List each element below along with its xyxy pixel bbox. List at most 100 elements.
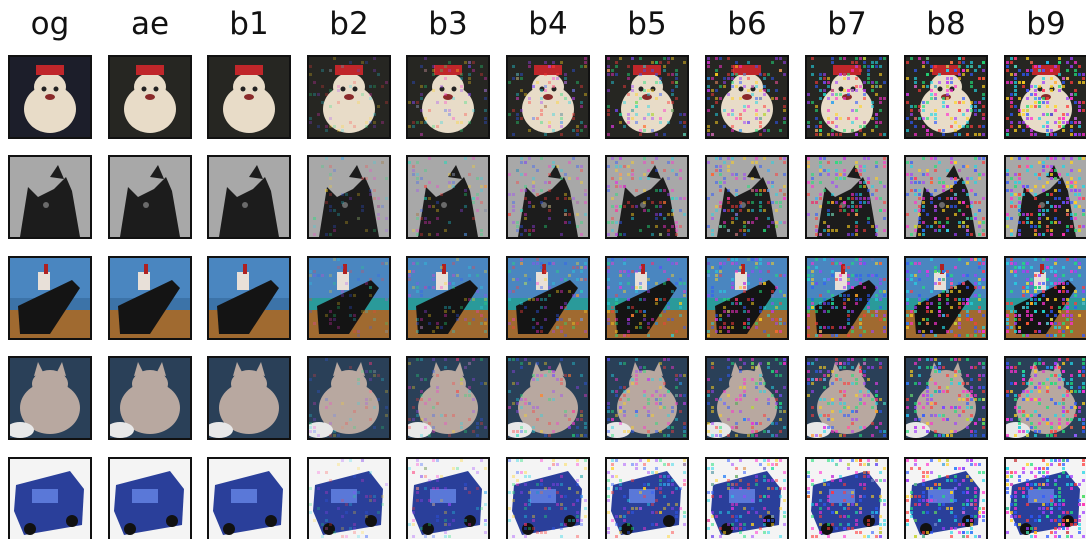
- tile-grayscale-cat-b9: [1004, 155, 1086, 239]
- column-header-b2: b2: [329, 6, 369, 42]
- tile-image: [110, 258, 190, 338]
- tile-grayscale-cat-b4: [506, 155, 590, 239]
- tile-image: [807, 57, 887, 137]
- tile-image: [110, 358, 190, 438]
- tile-ship-on-water-b2: [307, 256, 391, 340]
- tile-blue-car-b6: [705, 457, 789, 539]
- tile-image: [309, 57, 389, 137]
- tile-image: [906, 258, 986, 338]
- column-header-b9: b9: [1026, 6, 1066, 42]
- tile-blue-car-ae: [108, 457, 192, 539]
- column-header-b3: b3: [428, 6, 468, 42]
- tile-tabby-cat-b8: [904, 356, 988, 440]
- tile-image: [309, 157, 389, 237]
- tile-image: [408, 459, 488, 539]
- column-header-b5: b5: [627, 6, 667, 42]
- tile-image: [10, 57, 90, 137]
- tile-blue-car-b4: [506, 457, 590, 539]
- tile-white-dog-with-santa-hat-b4: [506, 55, 590, 139]
- tile-image: [906, 358, 986, 438]
- tile-grayscale-cat-b2: [307, 155, 391, 239]
- tile-blue-car-b2: [307, 457, 391, 539]
- tile-tabby-cat-b2: [307, 356, 391, 440]
- column-header-b7: b7: [827, 6, 867, 42]
- tile-white-dog-with-santa-hat-b7: [805, 55, 889, 139]
- column-header-b8: b8: [926, 6, 966, 42]
- tile-ship-on-water-b7: [805, 256, 889, 340]
- tile-image: [309, 258, 389, 338]
- tile-image: [1006, 358, 1086, 438]
- tile-image: [10, 258, 90, 338]
- tile-image: [707, 258, 787, 338]
- tile-tabby-cat-ae: [108, 356, 192, 440]
- tile-image: [607, 57, 687, 137]
- tile-blue-car-og: [8, 457, 92, 539]
- tile-white-dog-with-santa-hat-b1: [207, 55, 291, 139]
- tile-image: [508, 157, 588, 237]
- tile-image: [607, 258, 687, 338]
- tile-ship-on-water-b9: [1004, 256, 1086, 340]
- tile-image: [906, 459, 986, 539]
- tile-ship-on-water-b1: [207, 256, 291, 340]
- tile-image: [1006, 157, 1086, 237]
- tile-image: [707, 358, 787, 438]
- tile-ship-on-water-og: [8, 256, 92, 340]
- tile-white-dog-with-santa-hat-b3: [406, 55, 490, 139]
- tile-image: [607, 157, 687, 237]
- tile-tabby-cat-b6: [705, 356, 789, 440]
- tile-grayscale-cat-b8: [904, 155, 988, 239]
- tile-blue-car-b8: [904, 457, 988, 539]
- column-header-b1: b1: [229, 6, 269, 42]
- tile-tabby-cat-b5: [605, 356, 689, 440]
- tile-image: [10, 459, 90, 539]
- tile-image: [707, 57, 787, 137]
- tile-image: [10, 157, 90, 237]
- tile-tabby-cat-b3: [406, 356, 490, 440]
- tile-image: [607, 358, 687, 438]
- tile-image: [1006, 459, 1086, 539]
- tile-image: [209, 358, 289, 438]
- column-header-og: og: [30, 6, 70, 42]
- tile-image: [906, 157, 986, 237]
- tile-white-dog-with-santa-hat-b6: [705, 55, 789, 139]
- tile-ship-on-water-b6: [705, 256, 789, 340]
- tile-grayscale-cat-ae: [108, 155, 192, 239]
- tile-image: [607, 459, 687, 539]
- tile-blue-car-b9: [1004, 457, 1086, 539]
- tile-image: [209, 57, 289, 137]
- tile-image: [807, 358, 887, 438]
- tile-image: [209, 459, 289, 539]
- tile-ship-on-water-ae: [108, 256, 192, 340]
- tile-image: [408, 57, 488, 137]
- tile-ship-on-water-b3: [406, 256, 490, 340]
- tile-tabby-cat-b9: [1004, 356, 1086, 440]
- tile-tabby-cat-b4: [506, 356, 590, 440]
- tile-grayscale-cat-b5: [605, 155, 689, 239]
- tile-ship-on-water-b5: [605, 256, 689, 340]
- tile-image: [110, 459, 190, 539]
- tile-image: [508, 258, 588, 338]
- tile-blue-car-b7: [805, 457, 889, 539]
- tile-tabby-cat-b7: [805, 356, 889, 440]
- tile-grayscale-cat-b3: [406, 155, 490, 239]
- tile-image: [807, 459, 887, 539]
- tile-image: [707, 157, 787, 237]
- tile-tabby-cat-b1: [207, 356, 291, 440]
- tile-ship-on-water-b4: [506, 256, 590, 340]
- column-header-b4: b4: [528, 6, 568, 42]
- tile-image: [807, 258, 887, 338]
- tile-image: [10, 358, 90, 438]
- tile-image: [508, 57, 588, 137]
- tile-white-dog-with-santa-hat-b8: [904, 55, 988, 139]
- tile-image: [408, 157, 488, 237]
- tile-image: [408, 358, 488, 438]
- tile-grayscale-cat-b6: [705, 155, 789, 239]
- tile-image: [110, 57, 190, 137]
- tile-white-dog-with-santa-hat-og: [8, 55, 92, 139]
- tile-blue-car-b3: [406, 457, 490, 539]
- tile-white-dog-with-santa-hat-ae: [108, 55, 192, 139]
- tile-image: [209, 258, 289, 338]
- tile-image: [110, 157, 190, 237]
- tile-image: [309, 358, 389, 438]
